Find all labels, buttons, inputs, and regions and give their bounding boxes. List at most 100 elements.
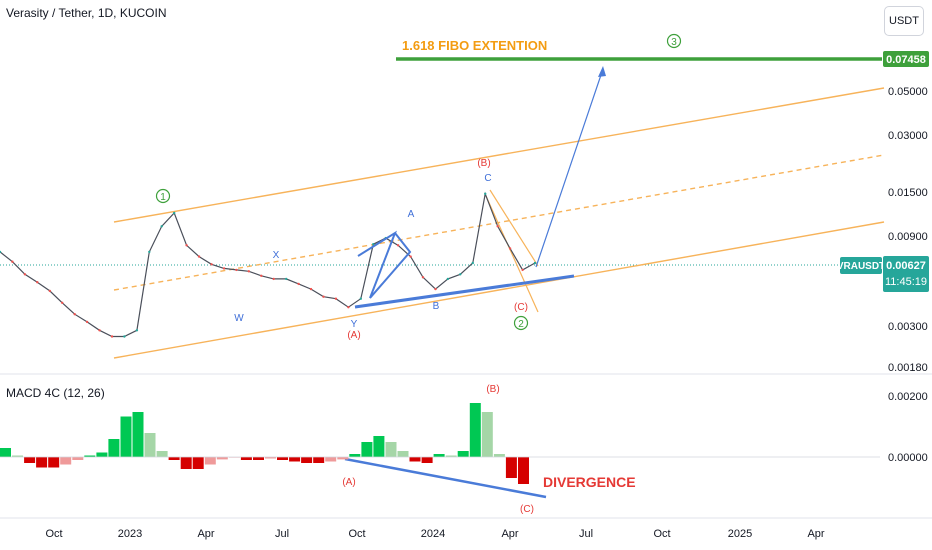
time-tick-label: Apr (501, 528, 518, 540)
macd-bar (325, 457, 337, 462)
macd-bar (361, 442, 373, 457)
wave-c-label: C (484, 173, 491, 184)
macd-bar (469, 403, 481, 457)
macd-tick-label: 0.00200 (888, 391, 928, 403)
macd-bar (385, 442, 397, 457)
symbol-badge-text: VRAUSDT (837, 261, 885, 272)
price-axis: 0.05000 0.03000 0.01500 0.00900 0.00300 … (888, 86, 928, 374)
price-point (272, 277, 275, 281)
trend-lines (344, 66, 606, 499)
macd-bar (12, 455, 23, 457)
price-point (185, 244, 188, 247)
fibo-extension-label: 1.618 FIBO EXTENTION (402, 38, 547, 53)
price-point (98, 329, 101, 332)
macd-bar (204, 457, 216, 465)
wave-3-label: 3 (671, 37, 677, 48)
symbol-badge-bg (840, 257, 882, 274)
macd-bar (518, 457, 529, 484)
macd-bar (457, 451, 469, 457)
channel-upper-line (113, 87, 885, 223)
last-price-value: 0.00627 (886, 260, 926, 272)
price-point (123, 335, 126, 338)
macd-bar (48, 457, 60, 468)
price-point (459, 273, 462, 276)
divergence-label: DIVERGENCE (543, 474, 636, 490)
wave-letter-labels: W X Y A B C (A) (B) (C) (234, 158, 528, 341)
time-tick-label: 2024 (421, 528, 445, 540)
price-point (471, 261, 474, 265)
price-point (285, 277, 288, 281)
macd-paren-c-label: (C) (520, 504, 534, 515)
price-point (521, 268, 524, 272)
price-point (297, 282, 300, 286)
price-point (309, 287, 313, 291)
time-tick-label: Jul (579, 528, 593, 540)
price-point (347, 306, 350, 309)
wave-2-label: 2 (518, 319, 524, 330)
price-point (372, 243, 375, 246)
price-point (496, 225, 499, 228)
target-price-badge-text: 0.07458 (886, 54, 926, 66)
target-price-badge: 0.07458 (883, 51, 929, 67)
projection-arrowhead (598, 66, 606, 77)
price-point (23, 273, 27, 276)
time-tick-label: Apr (197, 528, 214, 540)
macd-histogram (0, 403, 529, 484)
price-point (11, 260, 14, 263)
price-tick-label: 0.00900 (888, 231, 928, 243)
grid (0, 264, 932, 519)
macd-bar (84, 455, 96, 457)
price-point (260, 274, 263, 277)
macd-bar (493, 454, 505, 457)
macd-bar (277, 457, 288, 460)
price-point (235, 268, 238, 272)
macd-bar (120, 416, 132, 457)
macd-bar (289, 457, 301, 462)
price-point (359, 297, 362, 300)
price-point (434, 287, 437, 291)
macd-bar (144, 433, 156, 457)
macd-bar (24, 457, 36, 463)
price-series-line (0, 191, 536, 338)
macd-bar (108, 439, 120, 457)
price-point (210, 263, 213, 266)
wave-2-circle (513, 315, 529, 331)
divergence-line (344, 457, 547, 499)
macd-bar (409, 457, 421, 462)
macd-bar (349, 454, 361, 457)
chart-title: Verasity / Tether, 1D, KUCOIN (6, 6, 167, 20)
price-point (160, 225, 163, 228)
price-point (135, 329, 139, 332)
wave-paren-a-label: (A) (347, 330, 360, 341)
price-point (36, 281, 39, 284)
macd-bar (505, 457, 517, 478)
wave-markers: 1 2 3 (155, 33, 682, 331)
time-tick-label: Oct (348, 528, 365, 540)
macd-bar (397, 451, 409, 457)
projection-arrow (535, 68, 604, 268)
price-point (173, 211, 176, 215)
flag-pattern (357, 230, 412, 299)
currency-button[interactable]: USDT (884, 6, 924, 36)
macd-bar (0, 448, 11, 457)
price-point (48, 289, 51, 293)
price-point (533, 261, 537, 265)
price-points (0, 192, 537, 338)
symbol-badge: VRAUSDT (837, 257, 885, 274)
macd-bar (36, 457, 48, 468)
time-axis: Oct 2023 Apr Jul Oct 2024 Apr Jul Oct 20… (45, 528, 824, 540)
wave-paren-b-label: (B) (477, 158, 490, 169)
macd-bar (337, 457, 349, 460)
price-point (73, 313, 76, 316)
macd-axis: 0.00200 0.00000 (888, 391, 928, 464)
time-tick-label: Apr (807, 528, 824, 540)
price-point (247, 270, 250, 273)
price-point (334, 297, 338, 300)
macd-bar (180, 457, 192, 469)
price-point (197, 255, 201, 258)
time-tick-label: 2025 (728, 528, 752, 540)
price-point (396, 244, 400, 247)
macd-title: MACD 4C (12, 26) (6, 386, 105, 400)
price-point (110, 335, 114, 338)
